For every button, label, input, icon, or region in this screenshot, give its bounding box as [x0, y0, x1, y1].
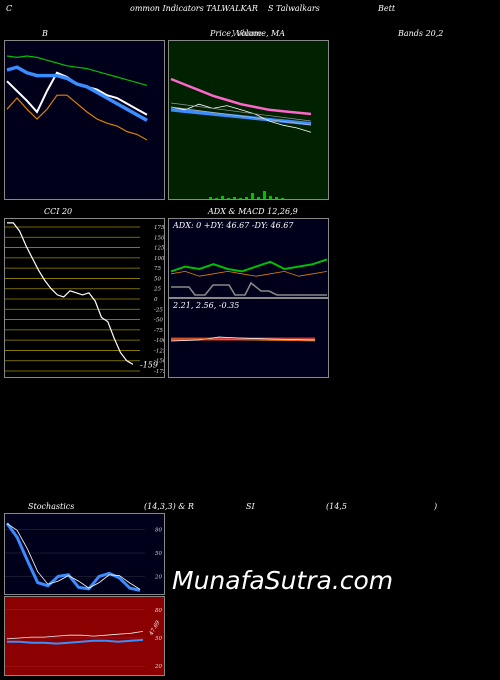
stoch-title-a: Stochastics [28, 502, 75, 511]
bands-title: B [42, 29, 48, 38]
macd-signal [171, 338, 316, 342]
cci-tick-label: -150 [154, 359, 165, 365]
volume-bar [209, 197, 212, 199]
cci-tick-label: 0 [154, 297, 158, 303]
volume-bar [275, 197, 278, 199]
bands-right-title: Bands 20,2 [398, 29, 444, 38]
price-title-overlap: Volume [232, 29, 262, 38]
stoch-panel: 80 50 20 [4, 513, 165, 595]
cci-tick-label: 175 [154, 225, 165, 231]
volume-bar [263, 191, 266, 199]
cci-tick-label: 125 [154, 246, 165, 252]
rsi-value-label: 47.69 [148, 620, 162, 638]
cci-tick-label: 100 [154, 256, 165, 262]
macd-line [170, 336, 316, 342]
cci-tick-label: 50 [154, 276, 161, 282]
stoch-tick-label: 20 [154, 574, 162, 580]
cci-chart: 175 150 125 100 75 50 25 0 -25 -50 -75 -100 -125 -150… [5, 222, 165, 375]
cci-last-label: -159 [140, 360, 158, 369]
adx-title: ADX & MACD 12,26,9 [208, 207, 298, 216]
header-company: S Talwalkars [268, 4, 320, 13]
watermark: MunafaSutra.com [172, 566, 394, 595]
volume-bar [221, 196, 224, 199]
bollinger-series-3 [6, 55, 148, 86]
cci-tick-label: -125 [154, 348, 165, 354]
header-c: C [6, 4, 13, 13]
volume-bar [251, 193, 254, 199]
price-ma-pink [170, 77, 312, 116]
adx-values: ADX: 0 +DY: 46.67 -DY: 46.67 [173, 221, 294, 230]
price-chart [170, 77, 312, 199]
cci-title: CCI 20 [44, 207, 73, 216]
header-bett: Bett [378, 4, 396, 13]
bollinger-panel [4, 40, 165, 200]
stoch-title-d: (14,5 [326, 502, 347, 511]
price-title: Price, Volume, MA [210, 29, 286, 38]
macd-chart [170, 336, 316, 342]
macd-panel: 2.21, 2.56, -0.35 [168, 298, 329, 378]
price-ma-blue [170, 108, 312, 126]
rsi-line [7, 638, 144, 645]
rsi-chart: 80 50 20 47.69 [5, 608, 162, 670]
adx-minus-di [170, 270, 328, 277]
bollinger-series-2 [6, 65, 148, 122]
cci-line [7, 222, 134, 365]
cci-tick-label: 75 [154, 266, 161, 272]
cci-tick-label: 150 [154, 235, 165, 241]
adx-plus-di [170, 258, 328, 273]
cci-tick-label: -75 [154, 328, 163, 334]
stoch-tick-label: 50 [155, 551, 162, 557]
volume-bar [281, 198, 284, 199]
header-title: ommon Indicators TALWALKAR [130, 4, 258, 13]
adx-chart [170, 258, 328, 296]
price-ma-grey-2 [170, 102, 312, 122]
cci-panel: 175 150 125 100 75 50 25 0 -25 -50 -75 -100 -125 -150… [4, 218, 165, 378]
volume-bar [245, 197, 248, 199]
volume-bar [269, 196, 272, 199]
stoch-chart: 80 50 20 [5, 522, 162, 592]
rsi-tick-label: 20 [154, 664, 162, 670]
cci-tick-label: 25 [153, 287, 161, 293]
adx-panel: ADX: 0 +DY: 46.67 -DY: 46.67 [168, 218, 329, 298]
rsi-tick-label: 80 [155, 608, 162, 614]
rsi-panel: 80 50 20 47.69 [4, 596, 165, 676]
volume-bar [233, 197, 236, 199]
volume-bar [227, 198, 230, 199]
stoch-d-line [6, 523, 141, 590]
stoch-title-e: ) [434, 502, 438, 511]
stoch-title-b: (14,3,3) & R [144, 502, 194, 511]
bollinger-series-0 [6, 94, 148, 141]
cci-tick-label: -25 [154, 307, 163, 313]
price-ma-grey-1 [170, 106, 312, 126]
cci-tick-label: -50 [154, 318, 163, 324]
stoch-title-c: SI [246, 502, 255, 511]
adx-line [171, 281, 327, 296]
stoch-k-line [5, 522, 141, 592]
rsi-tick-label: 50 [155, 636, 162, 642]
price-panel [168, 40, 329, 200]
volume-bar [257, 197, 260, 199]
volume-bar [215, 198, 218, 199]
bollinger-chart [6, 55, 148, 141]
cci-tick-label: -175 [154, 369, 165, 375]
macd-values: 2.21, 2.56, -0.35 [173, 301, 240, 310]
stoch-tick-label: 80 [155, 528, 162, 534]
rsi-ma-line [6, 631, 144, 640]
volume-bar [239, 198, 242, 199]
cci-tick-label: -100 [154, 338, 165, 344]
